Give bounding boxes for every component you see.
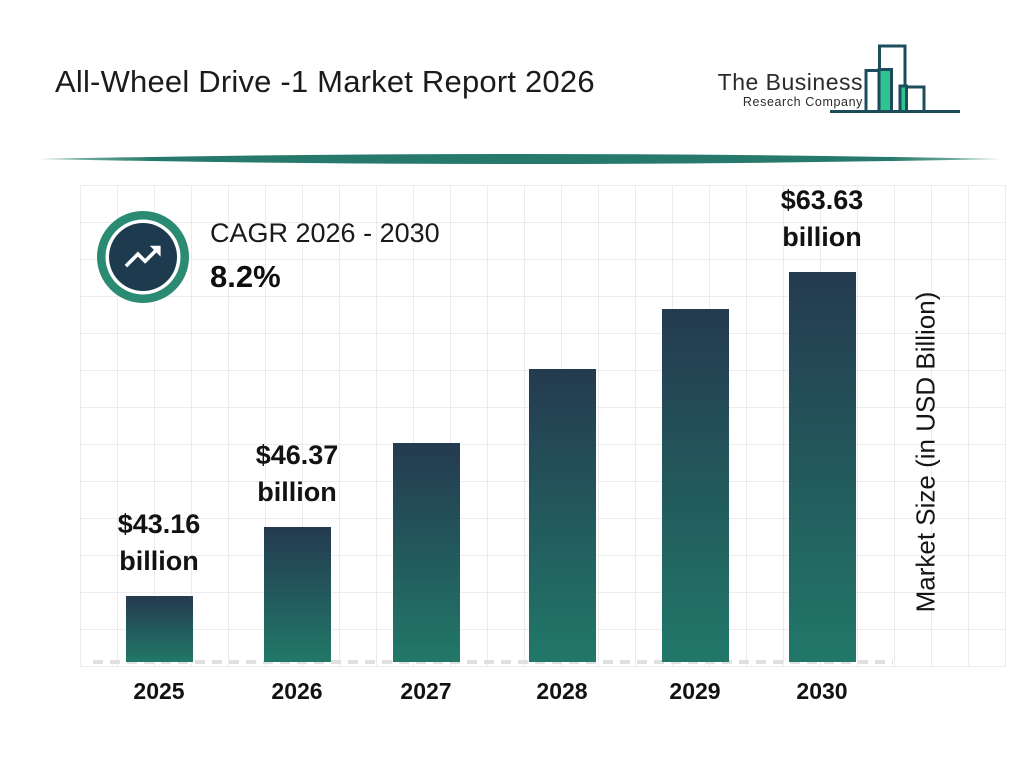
x-tick-2027: 2027 xyxy=(400,678,452,704)
cagr-period-label: CAGR 2026 - 2030 xyxy=(210,218,440,248)
x-tick-2028: 2028 xyxy=(536,678,588,704)
page-title: All-Wheel Drive -1 Market Report 2026 xyxy=(55,64,595,99)
y-axis-title: Market Size (in USD Billion) xyxy=(910,291,941,613)
cagr-value: 8.2% xyxy=(210,259,281,294)
x-tick-2026: 2026 xyxy=(271,678,323,704)
x-axis-baseline xyxy=(93,660,893,664)
value-label-2025: $43.16 billion xyxy=(117,509,201,576)
x-tick-2030: 2030 xyxy=(796,678,848,704)
value-label-2026: $46.37 billion xyxy=(255,440,339,507)
trending-up-icon xyxy=(97,211,189,303)
bar-2027 xyxy=(392,443,460,662)
x-tick-2025: 2025 xyxy=(133,678,185,704)
bar-2030 xyxy=(788,272,856,662)
value-label-2030: $63.63 billion xyxy=(780,185,864,252)
header-divider xyxy=(38,154,1002,164)
logo-wordmark: The Business Research Company xyxy=(713,70,863,110)
bar-2025 xyxy=(125,596,193,662)
bar-2026 xyxy=(263,527,331,662)
bar-2029 xyxy=(661,309,729,662)
logo-line2: Research Company xyxy=(742,95,863,109)
x-tick-2029: 2029 xyxy=(669,678,721,704)
bar-2028 xyxy=(528,369,596,662)
company-logo-bars-icon xyxy=(830,44,960,113)
logo-line1: The Business xyxy=(717,69,863,95)
